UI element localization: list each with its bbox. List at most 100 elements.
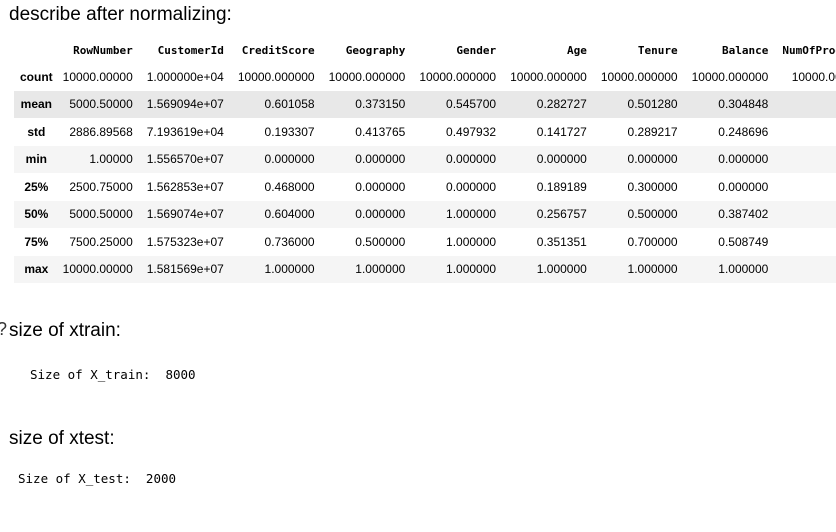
table-cell: 10000.000000	[328, 69, 406, 84]
table-cell: 1.000	[778, 256, 836, 284]
table-row: min 1.00000 1.556570e+07 0.000000 0.000000 0.…	[14, 145, 836, 174]
table-cell: 0.000	[778, 201, 836, 229]
table-row: 75% 7500.25000 1.575323e+07 0.736000 0.50000…	[14, 228, 836, 256]
header-row: RowNumber CustomerId CreditScore Geograp…	[14, 37, 836, 63]
table-cell: 1.000000	[446, 234, 497, 249]
table-cell: 0.497932	[446, 124, 497, 139]
table-cell: 2886.89568	[69, 124, 133, 139]
table-cell: 0.508749	[718, 234, 769, 249]
table-cell: 0.333	[778, 228, 836, 256]
table-row: count 10000.00000 1.000000e+04 10000.000000…	[14, 63, 836, 91]
table-cell: 0.545700	[446, 97, 497, 112]
row-label: min	[25, 152, 47, 167]
table-cell: 0.351351	[536, 234, 587, 249]
table-cell: 0.256757	[536, 207, 587, 222]
table-cell: 0.000	[778, 146, 836, 174]
table-cell: 0.000000	[718, 179, 769, 194]
table-cell: 1.000000	[446, 262, 497, 277]
table-cell: 2500.75000	[69, 179, 133, 194]
table-row: 50% 5000.50000 1.569074e+07 0.604000 0.00000…	[14, 200, 836, 229]
table-cell: 0.500000	[355, 234, 406, 249]
xtrain-heading: size of xtrain:	[9, 320, 121, 341]
table-cell: 0.000	[778, 173, 836, 201]
table-cell: 0.736000	[264, 234, 315, 249]
table-cell: 0.304848	[718, 97, 769, 112]
table-header: RowNumber CustomerId CreditScore Geograp…	[14, 37, 836, 63]
table-cell: 0.500000	[627, 207, 678, 222]
table-cell: 7500.25000	[69, 234, 133, 249]
table-cell: 0.468000	[264, 179, 315, 194]
table-cell: 5000.50000	[69, 207, 133, 222]
table-cell: 0.141727	[536, 124, 587, 139]
table-cell: 10000.00000	[62, 262, 133, 277]
table-cell: 0.501280	[627, 97, 678, 112]
table-cell: 10000.00000	[62, 69, 133, 84]
table-cell: 10000.000000	[510, 69, 587, 84]
xtest-heading: size of xtest:	[9, 428, 115, 449]
row-label: 75%	[24, 234, 49, 249]
table-cell: 10000.000000	[419, 69, 497, 84]
table-body: count 10000.00000 1.000000e+04 10000.000000…	[14, 63, 836, 283]
table-row: std 2886.89568 7.193619e+04 0.193307 0.41376…	[14, 118, 836, 146]
table-cell: 0.000000	[355, 152, 406, 167]
row-label: max	[24, 262, 49, 277]
table-cell: 0.000000	[355, 179, 406, 194]
row-label: mean	[20, 97, 53, 112]
table-cell: 10000.000000	[600, 69, 678, 84]
table-cell: 1.000000	[355, 262, 406, 277]
table-cell: 1.000000	[627, 262, 678, 277]
table-cell: 1.569094e+07	[146, 97, 224, 112]
table-row: 25% 2500.75000 1.562853e+07 0.468000 0.00000…	[14, 173, 836, 201]
table-cell: 5000.50000	[69, 97, 133, 112]
table-cell: 1.000000	[264, 262, 315, 277]
describe-table: RowNumber CustomerId CreditScore Geograp…	[14, 37, 836, 283]
table-cell: 0.189189	[536, 179, 587, 194]
header-gender: Gender	[456, 43, 497, 57]
table-cell: 0.604000	[264, 207, 315, 222]
table-cell: 0.176	[778, 91, 836, 119]
table-cell: 0.700000	[627, 234, 678, 249]
table-cell: 1.562853e+07	[146, 179, 224, 194]
table-cell: 1.575323e+07	[146, 234, 224, 249]
table-cell: 0.387402	[718, 207, 769, 222]
table-cell: 0.601058	[264, 97, 315, 112]
table-cell: 0.248696	[718, 124, 769, 139]
row-label: 50%	[24, 207, 49, 222]
row-label: std	[27, 124, 46, 139]
table-cell: 0.282727	[536, 97, 587, 112]
header-age: Age	[566, 43, 587, 57]
table-cell: 1.581569e+07	[146, 262, 224, 277]
table-cell: 1.556570e+07	[146, 152, 224, 167]
collapse-prompt-icon: ?	[0, 319, 7, 340]
table-cell: 10000.000000	[791, 69, 836, 84]
table-cell: 1.000000	[446, 207, 497, 222]
table-cell: 0.373150	[355, 97, 406, 112]
table-cell: 0.193307	[264, 124, 315, 139]
table-cell: 7.193619e+04	[146, 124, 224, 139]
xtrain-output: Size of X_train: 8000	[30, 367, 196, 382]
header-balance: Balance	[721, 43, 769, 57]
table-cell: 0.300000	[627, 179, 678, 194]
header-customerid: CustomerId	[157, 43, 224, 57]
table-cell: 1.000000	[718, 262, 769, 277]
row-label: 25%	[24, 179, 49, 194]
header-rownumber: RowNumber	[73, 43, 133, 57]
table-cell: 0.000000	[718, 152, 769, 167]
header-index	[14, 37, 59, 63]
table-cell: 1.000000	[536, 262, 587, 277]
header-geography: Geography	[345, 43, 406, 57]
row-label: count	[20, 69, 53, 84]
xtest-output: Size of X_test: 2000	[18, 471, 177, 486]
table-cell: 10000.000000	[237, 69, 315, 84]
header-tenure: Tenure	[637, 43, 678, 57]
table-cell: 1.569074e+07	[146, 207, 224, 222]
table-cell: 0.000000	[355, 207, 406, 222]
table-cell: 0.000000	[536, 152, 587, 167]
header-creditscore: CreditScore	[241, 43, 315, 57]
table-row: max 10000.00000 1.581569e+07 1.000000 1.0000…	[14, 255, 836, 284]
table-cell: 1.00000	[89, 152, 133, 167]
table-cell: 0.000000	[264, 152, 315, 167]
table-cell: 1.000000e+04	[146, 69, 224, 84]
describe-table-container[interactable]: RowNumber CustomerId CreditScore Geograp…	[14, 37, 836, 287]
table-cell: 0.000000	[627, 152, 678, 167]
